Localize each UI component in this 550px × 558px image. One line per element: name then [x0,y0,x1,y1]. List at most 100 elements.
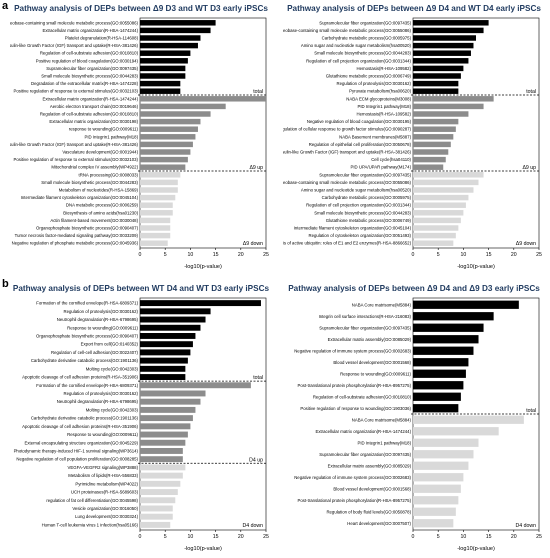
x-tick-label: 15 [486,534,492,540]
bar-label: Photodynamic therapy-induced HIF-1 survi… [14,448,139,453]
bar-label: Regulation of cellular response to growt… [283,127,412,132]
bar-label: Metabolism of nucleotides(R-HSA-15869) [59,188,139,193]
bar-label: Neutrophil degranulation(R-HSA-6798695) [57,317,139,322]
x-tick-label: 20 [238,252,244,258]
bar [140,27,211,34]
bar-label: Intermediate filament cytoskeleton organ… [294,226,412,231]
chart-d3-delta9-vs-wt: Pathway analysis of DEPs between Δ9 D3 a… [10,2,272,274]
x-tick-label: 15 [213,252,219,258]
chart-delta9-d4-vs-d3: Pathway analysis of DEPs between Δ9 D4 a… [283,282,545,556]
bar-label: Formation of the cornified envelope(R-HS… [36,301,138,306]
bar-label: Response to wounding(GO:0009611) [67,325,138,330]
bar [140,96,266,102]
bar [140,217,171,224]
bar-label: Regulation of cell-substrate adhesion(GO… [40,51,139,56]
bar-label: Supramolecular fiber organization(GO:009… [319,20,411,25]
panel-letter-b: b [2,278,9,290]
bar [140,480,181,487]
x-tick-label: 20 [511,534,517,540]
bar [140,225,171,231]
bar [140,42,198,49]
bar-label: Supramolecular fiber organization(GO:009… [319,452,411,457]
bar-label: Hemostasis(R-HSA-109582) [357,112,412,117]
bar [413,507,456,516]
bar-label: Export from cell(GO:0140352) [81,342,139,347]
bar [140,103,226,110]
bar [413,335,479,344]
bar-label: Regulation of Insulin-like Growth Factor… [283,150,412,155]
x-tick-label: 15 [486,252,492,258]
bar [413,415,524,424]
chart-title: Pathway analysis of DEPs between Δ9 D4 a… [288,284,540,293]
bar [413,194,469,201]
bar [413,20,489,26]
bar-label: Small molecule biosynthetic process(GO:0… [314,210,411,215]
group-label: Δ9 down [243,241,263,247]
group-label: total [253,89,263,95]
bar-label: Regulation of cell-cell adhesion(GO:0022… [51,350,139,355]
bar-label: Apoptotic cleavage of cell adhesion prot… [22,424,138,429]
bar-label: Glutathione metabolic process(GO:0006749… [326,218,412,223]
bar [140,164,186,170]
bar-label: Glutathione metabolic process(GO:0006749… [326,74,412,79]
group-label: D4 down [516,523,537,529]
bar-label: Lung development(GO:0030324) [75,514,138,519]
bar-label: Supramolecular fiber organization(GO:009… [46,66,138,71]
bar [413,58,469,64]
chart-d4-delta9-vs-wt: Pathway analysis of DEPs between Δ9 D4 a… [283,2,545,274]
bar [413,496,459,505]
chart-title: Pathway analysis of DEPs between WT D4 a… [13,284,270,293]
chart-svg: Pathway analysis of DEPs between Δ9 D4 a… [283,4,542,270]
bar-label: Actin filament-based movement(GO:0030048… [50,218,138,223]
bar-label: Negative regulation of cell population p… [16,457,138,462]
bar-label: Tumor necrosis factor-mediated signaling… [15,233,139,238]
bar-label: Cell cycle(hsa04110) [371,157,411,162]
bar [140,415,193,422]
bar-label: Amino sugar and nucleotide sugar metabol… [301,188,412,193]
bar [140,210,173,216]
panel-letter-a: a [2,0,9,12]
bar-label: Pyrimidine metabolism(WP4022) [75,481,138,486]
bar [413,312,494,321]
bar [140,456,183,463]
group-label: total [526,408,536,414]
bar-label: Regulation of proteolysis(GO:0030162) [63,309,138,314]
bar [140,521,171,528]
bar [413,27,484,34]
x-tick-label: 25 [263,252,269,258]
bar [413,42,474,49]
bar [413,187,474,193]
bar-label: Aerobic electron transport chain(GO:0019… [50,104,139,109]
bar [413,427,499,436]
bar-label: Positive regulation of blood coagulation… [36,58,139,63]
x-tick-label: 10 [188,252,194,258]
bar-label: Negative regulation of phosphate metabol… [12,241,139,246]
bar [140,316,206,323]
group-label: Δ9 up [522,165,536,171]
x-tick-label: 20 [511,252,517,258]
bar-label: Biosynthesis of amino acids(hsa01230) [63,210,138,215]
bar [140,300,261,307]
bar [413,240,454,246]
bar [413,225,459,231]
bar [413,217,461,224]
bar [413,149,449,155]
bar [413,381,464,390]
bar [413,450,474,459]
x-tick-label: 25 [263,534,269,540]
bar-label: Carbohydrate derivative catabolic proces… [31,358,139,363]
x-tick-label: 0 [139,534,142,540]
bar [413,111,469,117]
bar-label: Regulation of cell projection organizati… [306,58,411,63]
bar [413,519,454,528]
bar [140,232,171,239]
bar-label: VEGFA-VEGFR2 signaling(WP3888) [68,465,139,470]
bar-label: Amino sugar and nucleotide sugar metabol… [301,43,412,48]
x-tick-label: 10 [461,534,467,540]
x-tick-label: 0 [412,252,415,258]
chart-title: Pathway analysis of DEPs between Δ9 D4 a… [287,4,541,13]
bar-label: PID Integrin1 pathway(M18) [358,104,412,109]
bar-label: Positive regulation of response to wound… [300,406,411,411]
group-label: D4 down [243,523,264,529]
bar [140,80,181,87]
